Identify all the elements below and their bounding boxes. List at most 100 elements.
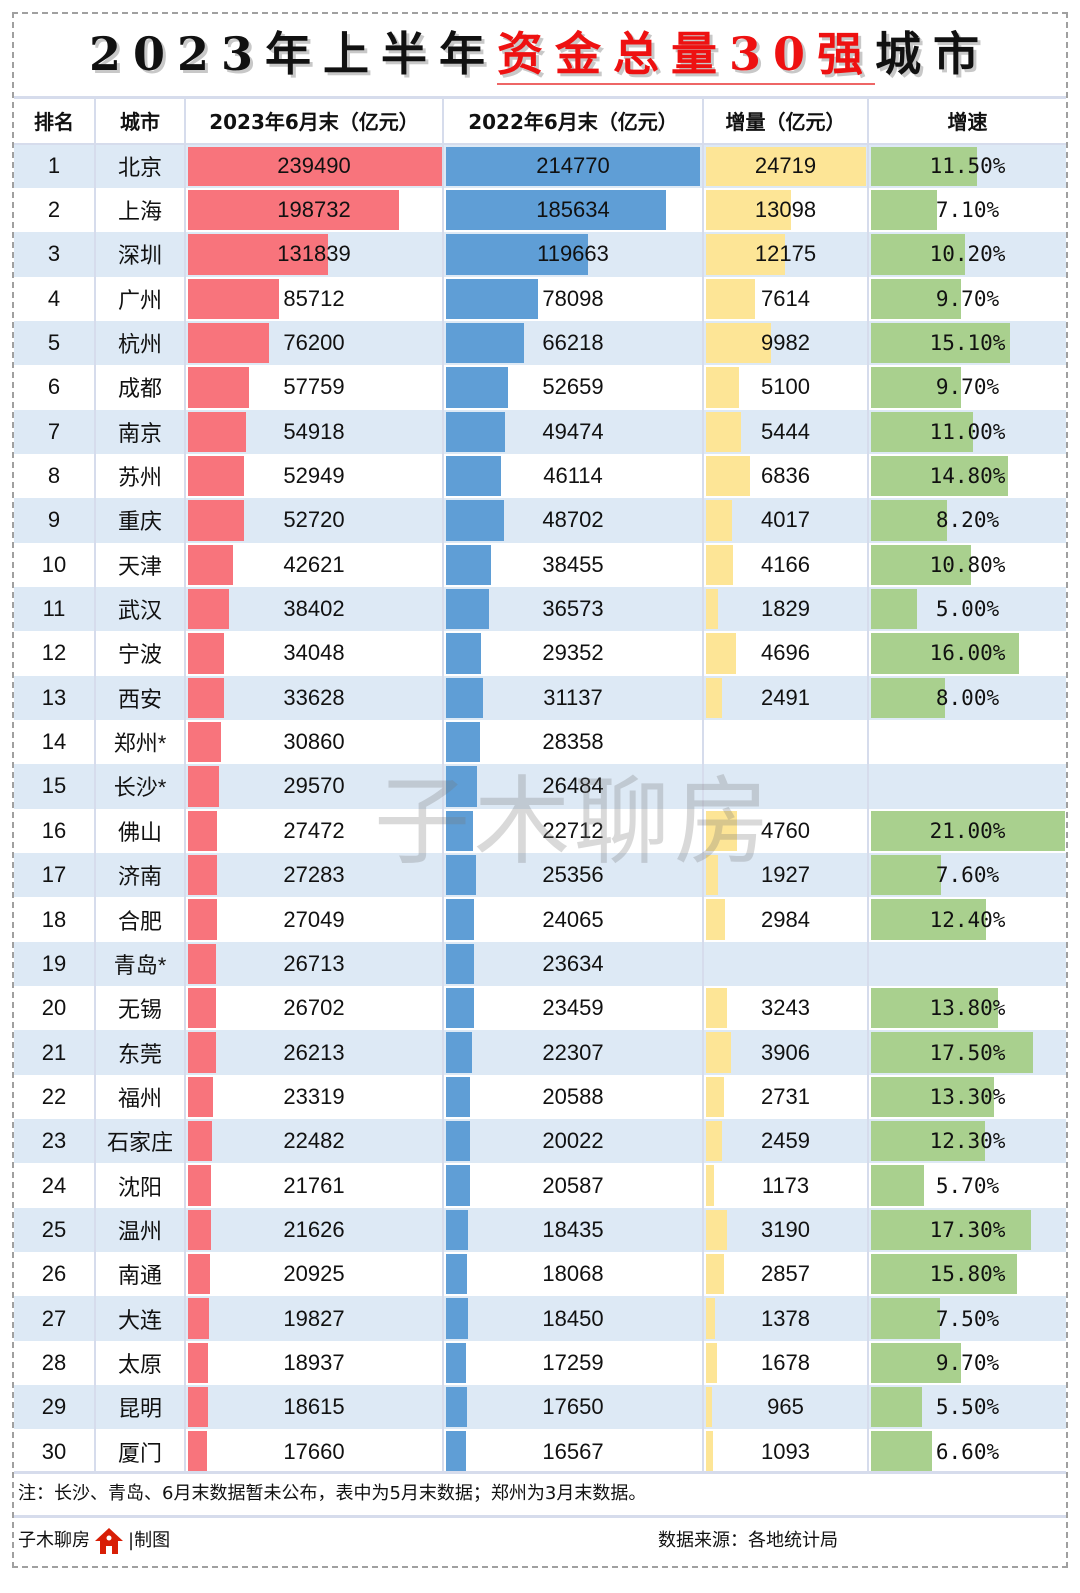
value-2023: 239490 <box>277 153 351 179</box>
growth-value: 14.80% <box>929 464 1006 489</box>
bar-2023 <box>188 500 244 541</box>
growth-cell: 14.80% <box>868 454 1066 498</box>
increment-value: 2984 <box>761 906 810 932</box>
increment-cell: 1829 <box>703 586 869 632</box>
bar-increment <box>706 278 755 319</box>
bar-increment <box>706 322 771 364</box>
value-2022: 26484 <box>542 773 604 799</box>
bar-increment <box>706 1387 712 1428</box>
bar-2022 <box>446 1387 467 1428</box>
value-2022-cell: 46114 <box>443 453 704 499</box>
bar-2023 <box>188 810 217 851</box>
increment-value: 3243 <box>761 995 810 1021</box>
growth-value: 11.50% <box>929 154 1006 179</box>
city-cell: 上海 <box>95 187 186 233</box>
value-2023-cell: 18937 <box>185 1340 444 1386</box>
increment-value: 2731 <box>761 1083 810 1109</box>
city-cell: 青岛* <box>95 941 186 987</box>
city-cell: 重庆 <box>95 498 186 543</box>
growth-value: 9.70% <box>935 286 1000 311</box>
value-2022-cell: 24065 <box>443 897 704 942</box>
growth-value: 12.40% <box>929 907 1006 932</box>
value-2022: 18068 <box>542 1261 604 1287</box>
bar-growth <box>871 322 1010 364</box>
increment-value: 4760 <box>761 817 810 843</box>
increment-value: 3190 <box>761 1216 810 1242</box>
header-growth: 增速 <box>868 96 1066 145</box>
bar-2023 <box>188 1121 212 1162</box>
bar-growth <box>871 411 973 452</box>
increment-value: 12175 <box>754 241 817 267</box>
increment-cell: 13098 <box>703 187 869 233</box>
value-2023: 52720 <box>283 507 345 533</box>
value-2022: 52659 <box>542 374 604 400</box>
value-2022: 38455 <box>542 551 604 577</box>
bar-increment <box>706 146 866 186</box>
table-row: 10 天津 42621 38455 4166 10.80% <box>14 542 1066 587</box>
ranking-table: 排名 城市 2023年6月末（亿元） 2022年6月末（亿元） 增量（亿元） 增… <box>14 96 1066 1474</box>
value-2022-cell: 119663 <box>443 232 704 277</box>
rank-cell: 6 <box>14 365 96 410</box>
header-increment: 增量（亿元） <box>703 96 869 145</box>
value-2022: 25356 <box>542 862 604 888</box>
growth-cell <box>868 764 1066 809</box>
value-2022-cell: 20587 <box>443 1163 704 1208</box>
bar-increment <box>706 899 725 940</box>
table-row: 8 苏州 52949 46114 6836 14.80% <box>14 453 1066 499</box>
bar-2022 <box>446 855 476 896</box>
header-2022: 2022年6月末（亿元） <box>443 96 704 145</box>
bar-2022 <box>446 146 700 186</box>
city-cell: 郑州* <box>95 719 186 765</box>
rank-cell: 14 <box>14 719 96 765</box>
value-2022-cell: 28358 <box>443 719 704 765</box>
made-label: |制图 <box>128 1530 171 1551</box>
bar-growth <box>871 899 986 940</box>
bar-increment <box>706 633 736 674</box>
rank-cell: 29 <box>14 1385 96 1430</box>
increment-cell: 4760 <box>703 808 869 853</box>
value-2023: 26713 <box>283 950 345 976</box>
value-2023: 131839 <box>277 241 351 267</box>
increment-value: 5100 <box>761 374 810 400</box>
page-title: 2023年上半年资金总量30强城市 <box>14 14 1066 96</box>
value-2023: 30860 <box>283 729 345 755</box>
table-row: 22 福州 23319 20588 2731 13.30% <box>14 1074 1066 1120</box>
bar-2023 <box>188 588 229 630</box>
increment-cell: 3243 <box>703 986 869 1031</box>
title-part2: 城市 <box>875 27 992 81</box>
value-2022-cell: 25356 <box>443 853 704 898</box>
bar-2023 <box>188 766 219 807</box>
bar-increment <box>706 1254 724 1295</box>
increment-cell: 9982 <box>703 320 869 366</box>
bar-increment <box>706 455 750 497</box>
value-2022-cell: 31137 <box>443 675 704 720</box>
value-2023: 23319 <box>283 1083 345 1109</box>
growth-cell: 7.10% <box>868 188 1066 232</box>
value-2022: 48702 <box>542 507 604 533</box>
bar-increment <box>706 1431 713 1472</box>
value-2023: 26702 <box>283 995 345 1021</box>
bar-2023 <box>188 1032 216 1073</box>
value-2022: 17259 <box>542 1349 604 1375</box>
bar-growth <box>871 588 917 630</box>
city-cell: 无锡 <box>95 986 186 1031</box>
bar-2023 <box>188 988 216 1029</box>
city-cell: 武汉 <box>95 586 186 632</box>
increment-value: 4696 <box>761 640 810 666</box>
bar-growth <box>871 810 1065 851</box>
table-row: 3 深圳 131839 119663 12175 10.20% <box>14 232 1066 277</box>
growth-value: 17.30% <box>929 1217 1006 1242</box>
value-2022: 18450 <box>542 1305 604 1331</box>
increment-value: 2857 <box>761 1261 810 1287</box>
increment-cell <box>703 719 869 765</box>
rank-cell: 10 <box>14 542 96 587</box>
growth-cell: 7.50% <box>868 1296 1066 1341</box>
value-2023-cell: 21761 <box>185 1163 444 1208</box>
bar-growth <box>871 1254 1017 1295</box>
bar-increment <box>706 1076 724 1118</box>
value-2023-cell: 22482 <box>185 1119 444 1164</box>
increment-value: 1927 <box>761 862 810 888</box>
growth-cell: 9.70% <box>868 365 1066 409</box>
value-2022-cell: 23634 <box>443 941 704 987</box>
city-cell: 苏州 <box>95 453 186 499</box>
